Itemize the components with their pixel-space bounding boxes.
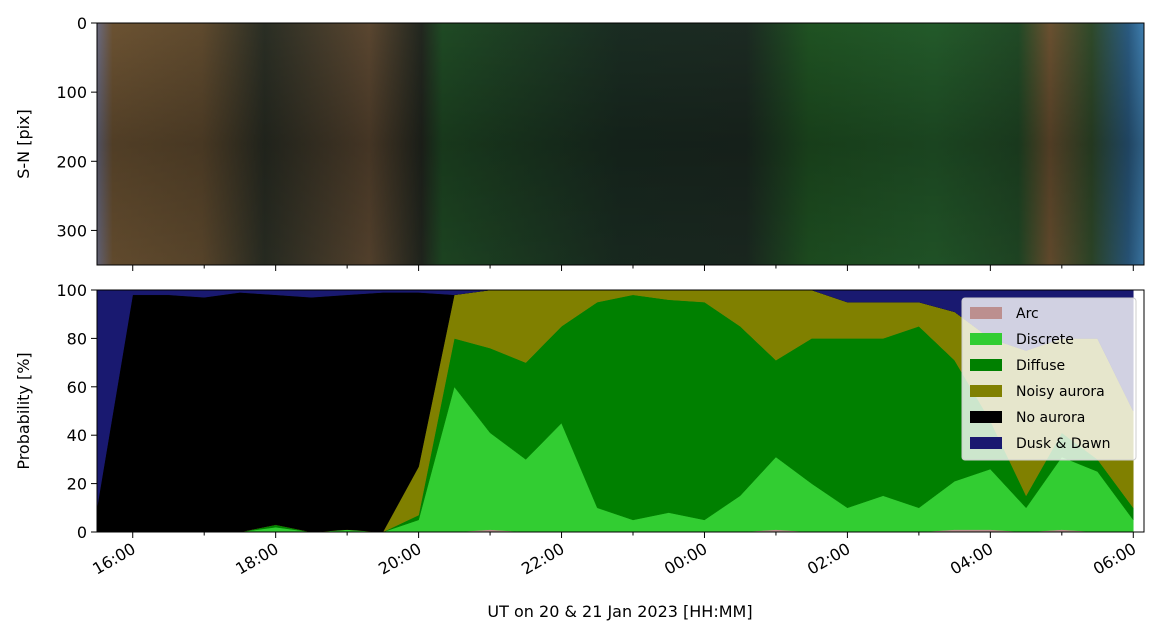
y-tick-label: 200	[56, 152, 87, 171]
x-tick-label: 20:00	[375, 539, 424, 579]
y-tick-label: 100	[56, 83, 87, 102]
legend-swatch	[970, 359, 1002, 371]
x-tick-label: 06:00	[1090, 539, 1139, 579]
legend-box	[961, 297, 1137, 461]
x-tick-label: 00:00	[661, 539, 710, 579]
legend-swatch	[970, 437, 1002, 449]
x-tick-label: 18:00	[232, 539, 281, 579]
legend-swatch	[970, 307, 1002, 319]
keogram-shade	[97, 23, 1144, 265]
legend-label: No aurora	[1016, 410, 1085, 426]
y-tick-label: 100	[56, 281, 87, 300]
x-tick-label: 04:00	[947, 539, 996, 579]
x-tick-label: 22:00	[518, 539, 567, 579]
y-axis-label: S-N [pix]	[14, 109, 33, 179]
y-tick-label: 300	[56, 221, 87, 240]
legend-swatch	[970, 385, 1002, 397]
legend-swatch	[970, 333, 1002, 345]
legend-label: Discrete	[1016, 332, 1074, 348]
legend: Arc Discrete Diffuse Noisy aurora No aurora D…	[961, 297, 1137, 461]
axes-frame	[96, 289, 1145, 533]
legend-label: Dusk & Dawn	[1016, 436, 1111, 452]
y-tick-label: 60	[67, 378, 87, 397]
x-tick-label: 16:00	[89, 539, 138, 579]
x-tick-label: 02:00	[804, 539, 853, 579]
y-axis-label: Probability [%]	[14, 352, 33, 469]
y-tick-label: 0	[77, 14, 87, 33]
x-axis-label: UT on 20 & 21 Jan 2023 [HH:MM]	[487, 602, 752, 621]
y-tick-label: 20	[67, 475, 87, 494]
legend-label: Arc	[1016, 306, 1039, 322]
legend-label: Diffuse	[1016, 358, 1065, 374]
y-tick-label: 0	[77, 523, 87, 542]
y-tick-label: 80	[67, 329, 87, 348]
y-tick-label: 40	[67, 426, 87, 445]
keogram	[97, 23, 1144, 265]
axes-frame	[96, 22, 1145, 266]
legend-label: Noisy aurora	[1016, 384, 1105, 400]
legend-swatch	[970, 411, 1002, 423]
